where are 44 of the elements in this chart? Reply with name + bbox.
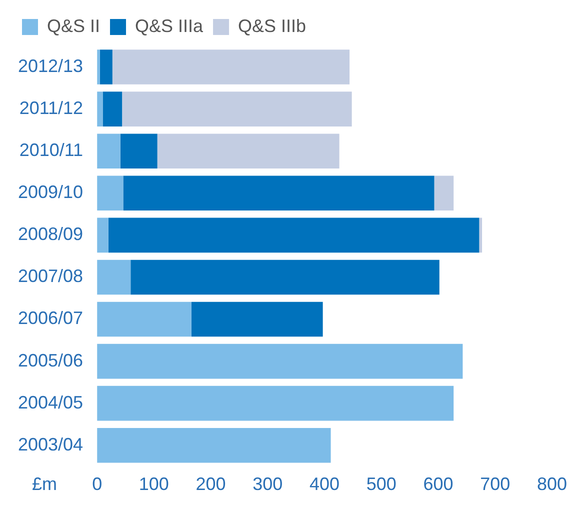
bar xyxy=(120,134,158,169)
x-tick-label: 400 xyxy=(310,474,340,494)
x-tick-label: 200 xyxy=(196,474,226,494)
x-tick-label: 800 xyxy=(536,474,568,494)
y-tick-label: 2004/05 xyxy=(18,392,84,412)
x-tick-label: 0 xyxy=(92,474,102,494)
bar xyxy=(97,134,120,169)
bar xyxy=(123,176,434,211)
bar xyxy=(100,50,112,84)
y-tick-label: 2011/12 xyxy=(19,98,84,118)
y-tick-label: 2012/13 xyxy=(18,56,84,76)
bar xyxy=(97,428,331,463)
y-tick-label: 2008/09 xyxy=(18,224,84,244)
bar xyxy=(157,134,340,169)
bar xyxy=(434,176,454,211)
y-tick-label: 2009/10 xyxy=(18,182,84,202)
bar xyxy=(97,386,454,421)
bar xyxy=(97,302,192,337)
y-tick-label: 2005/06 xyxy=(18,350,84,370)
y-tick-label: 2010/11 xyxy=(19,140,84,160)
bar xyxy=(108,218,480,253)
legend-label: Q&S IIIa xyxy=(135,16,204,36)
bar xyxy=(479,218,482,253)
legend-label: Q&S II xyxy=(47,16,100,36)
bar xyxy=(112,50,350,84)
bar xyxy=(97,260,131,295)
x-tick-label: 300 xyxy=(252,474,283,494)
y-tick-label: 2003/04 xyxy=(18,434,84,454)
x-tick-label: 700 xyxy=(480,474,510,494)
y-tick-label: 2007/08 xyxy=(18,266,84,286)
bar xyxy=(122,92,352,126)
y-tick-label: 2006/07 xyxy=(18,308,84,328)
x-tick-label: 100 xyxy=(138,474,169,494)
bar xyxy=(97,176,124,211)
bar xyxy=(130,260,440,295)
bar xyxy=(97,344,463,379)
bar xyxy=(102,92,122,126)
x-axis-title: £m xyxy=(32,474,58,494)
legend-label: Q&S IIIb xyxy=(238,16,306,36)
x-tick-label: 600 xyxy=(423,474,454,494)
bar xyxy=(97,218,108,253)
bar xyxy=(191,302,323,337)
x-tick-label: 500 xyxy=(366,474,396,494)
bar xyxy=(97,92,103,126)
